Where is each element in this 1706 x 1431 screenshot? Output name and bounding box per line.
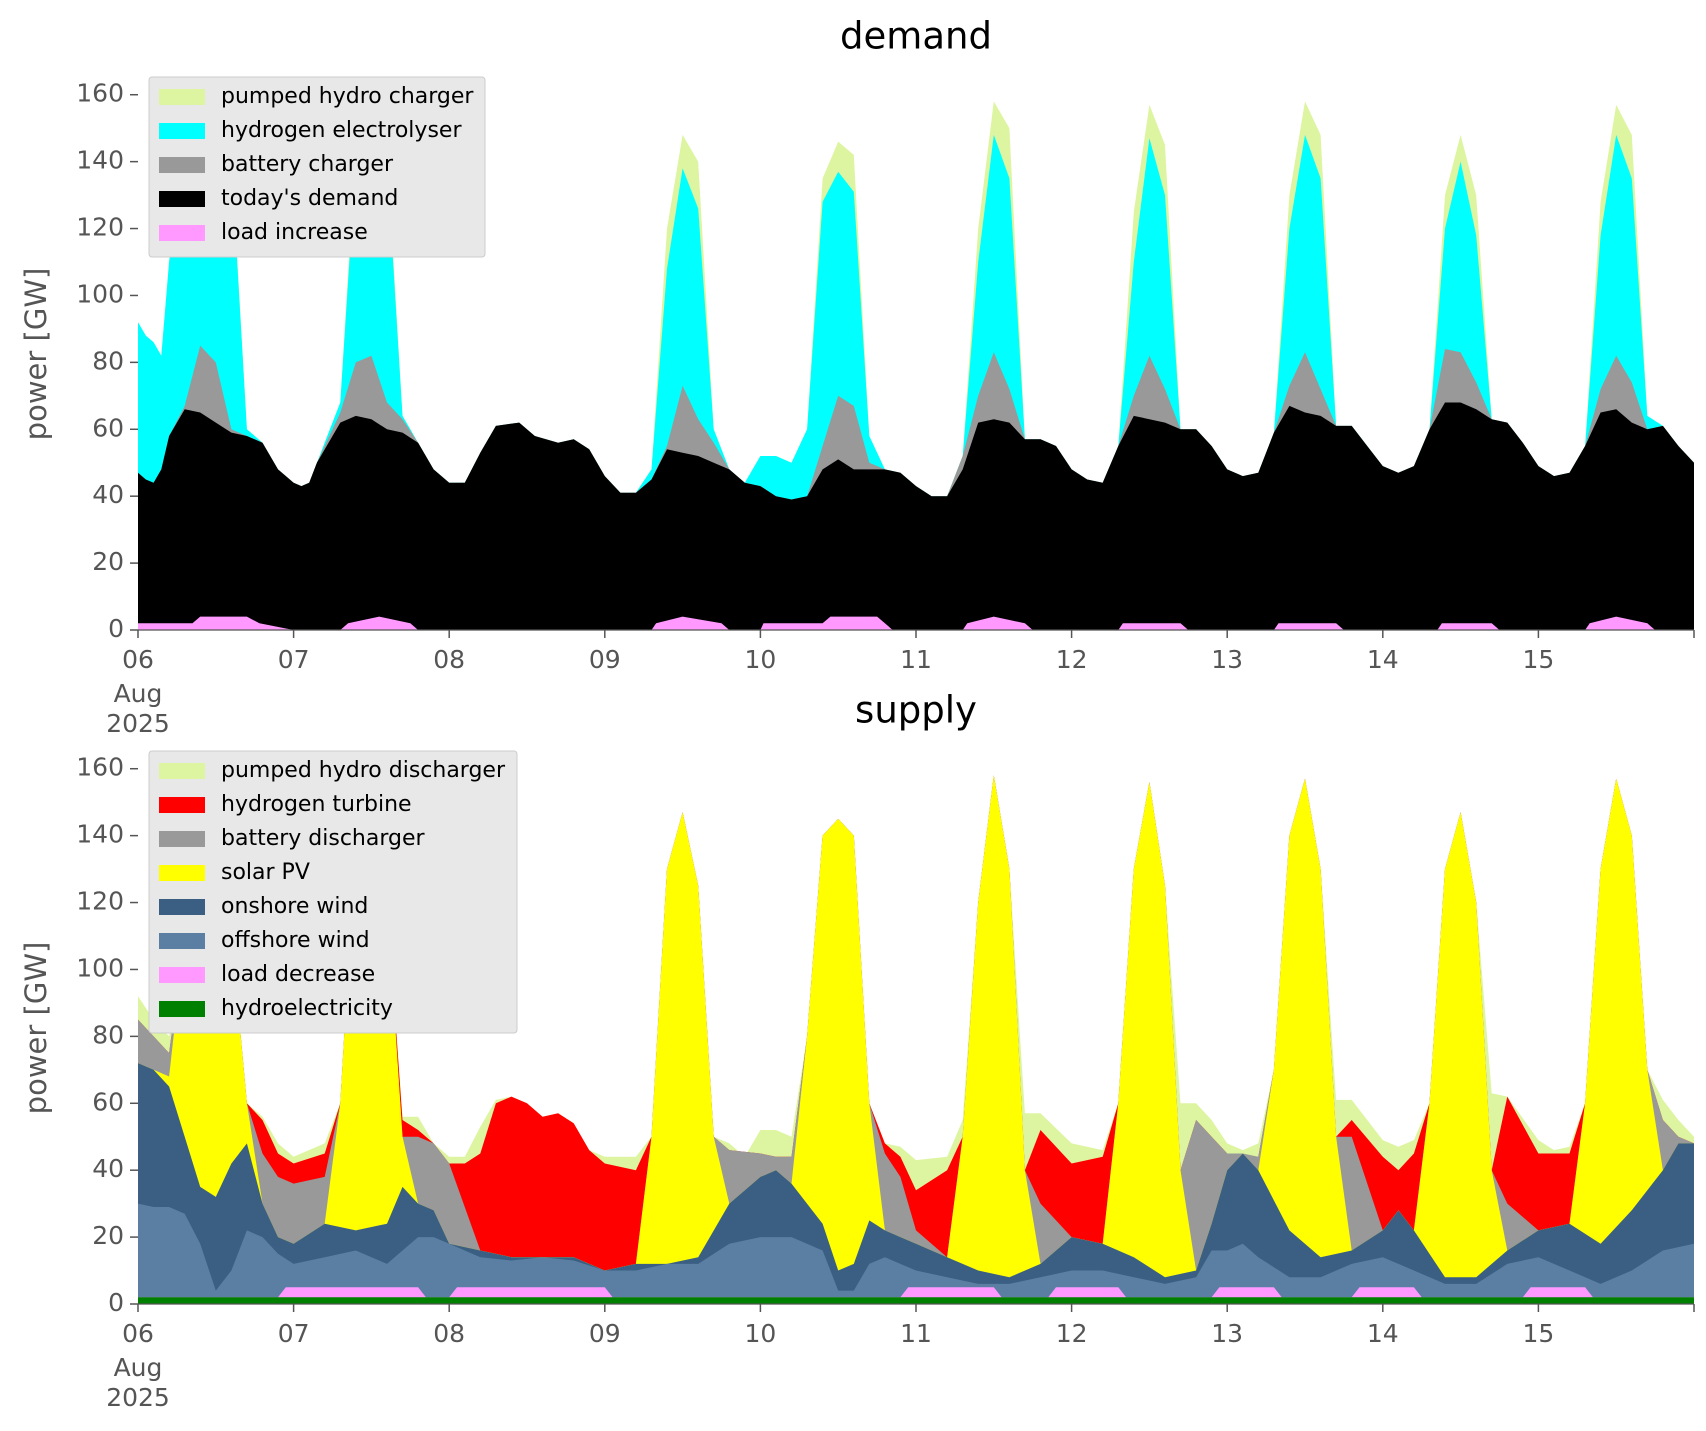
x-tick-label: 13 <box>1211 1319 1243 1348</box>
legend-label: pumped hydro charger <box>221 84 474 109</box>
y-tick-label: 140 <box>76 146 124 175</box>
legend-swatch <box>159 967 205 983</box>
y-tick-label: 140 <box>76 820 124 849</box>
legend: pumped hydro discharger hydrogen turbine b… <box>148 750 518 1034</box>
legend-label: today's demand <box>221 186 398 211</box>
x-tick-label: 07 <box>278 1319 310 1348</box>
x-tick-label: 08 <box>433 645 465 674</box>
x-tick-label: 12 <box>1056 1319 1088 1348</box>
y-tick-label: 60 <box>92 1087 124 1116</box>
x-tick-label: 13 <box>1211 645 1243 674</box>
chart-panel-demand: demand power [GW] 0 20 40 60 80 100 120 140 160 06 A… <box>19 15 1695 738</box>
legend-label: battery discharger <box>221 826 426 851</box>
legend-label: load increase <box>221 220 368 245</box>
chart-title: supply <box>855 689 977 732</box>
legend-box <box>148 750 518 1034</box>
x-tick-label: 15 <box>1522 645 1554 674</box>
legend-swatch <box>159 831 205 847</box>
x-tick-label: 11 <box>900 645 932 674</box>
x-tick-label: 09 <box>589 1319 621 1348</box>
legend-label: pumped hydro discharger <box>221 758 506 783</box>
y-tick-label: 0 <box>108 614 124 643</box>
series-area-today-s-demand <box>138 402 1694 630</box>
x-tick-label: 14 <box>1367 1319 1399 1348</box>
y-tick-label: 40 <box>92 1154 124 1183</box>
chart-panel-supply: supply power [GW] 0 20 40 60 80 100 120 140 160 06 A… <box>19 689 1695 1412</box>
series-area-load-increase <box>138 616 1694 630</box>
legend-swatch <box>159 1001 205 1017</box>
y-tick-label: 20 <box>92 1221 124 1250</box>
x-tick-sublabel: 2025 <box>106 709 170 738</box>
legend-swatch <box>159 225 205 241</box>
x-tick-label: 10 <box>744 645 776 674</box>
y-tick-label: 160 <box>76 753 124 782</box>
legend-swatch <box>159 865 205 881</box>
x-tick-sublabel: Aug <box>114 679 163 708</box>
legend-swatch <box>159 191 205 207</box>
y-axis-label: power [GW] <box>19 942 53 1115</box>
series-area-solar-pv <box>138 775 1694 1304</box>
legend-label: offshore wind <box>221 928 370 953</box>
y-tick-label: 40 <box>92 480 124 509</box>
legend-label: hydrogen turbine <box>221 792 412 817</box>
x-tick-label: 09 <box>589 645 621 674</box>
chart-title: demand <box>840 15 992 58</box>
legend-swatch <box>159 763 205 779</box>
y-axis-label: power [GW] <box>19 268 53 441</box>
legend-label: hydrogen electrolyser <box>221 118 462 143</box>
legend: pumped hydro charger hydrogen electrolyse… <box>148 76 486 258</box>
legend-label: battery charger <box>221 152 394 177</box>
x-tick-sublabel: 2025 <box>106 1383 170 1412</box>
y-tick-label: 100 <box>76 953 124 982</box>
legend-label: load decrease <box>221 962 375 987</box>
y-tick-label: 120 <box>76 887 124 916</box>
legend-label: hydroelectricity <box>221 996 393 1021</box>
x-tick-label: 15 <box>1522 1319 1554 1348</box>
x-tick-label: 14 <box>1367 645 1399 674</box>
legend-label: onshore wind <box>221 894 368 919</box>
y-tick-label: 20 <box>92 547 124 576</box>
y-tick-label: 160 <box>76 79 124 108</box>
legend-swatch <box>159 89 205 105</box>
legend-swatch <box>159 123 205 139</box>
x-tick-label: 11 <box>900 1319 932 1348</box>
y-tick-label: 120 <box>76 213 124 242</box>
x-tick-label: 06 <box>122 645 154 674</box>
x-tick-label: 07 <box>278 645 310 674</box>
legend-swatch <box>159 797 205 813</box>
x-tick-label: 10 <box>744 1319 776 1348</box>
y-tick-label: 60 <box>92 413 124 442</box>
x-tick-sublabel: Aug <box>114 1353 163 1382</box>
legend-swatch <box>159 899 205 915</box>
y-tick-label: 0 <box>108 1288 124 1317</box>
series-area-hydroelectricity <box>138 1297 1694 1304</box>
y-tick-label: 100 <box>76 279 124 308</box>
y-tick-label: 80 <box>92 346 124 375</box>
x-tick-label: 06 <box>122 1319 154 1348</box>
x-tick-label: 08 <box>433 1319 465 1348</box>
legend-box <box>148 76 486 258</box>
series-area-offshore-wind <box>138 1203 1694 1304</box>
legend-label: solar PV <box>221 860 310 885</box>
legend-swatch <box>159 157 205 173</box>
x-tick-label: 12 <box>1056 645 1088 674</box>
legend-swatch <box>159 933 205 949</box>
y-tick-label: 80 <box>92 1020 124 1049</box>
